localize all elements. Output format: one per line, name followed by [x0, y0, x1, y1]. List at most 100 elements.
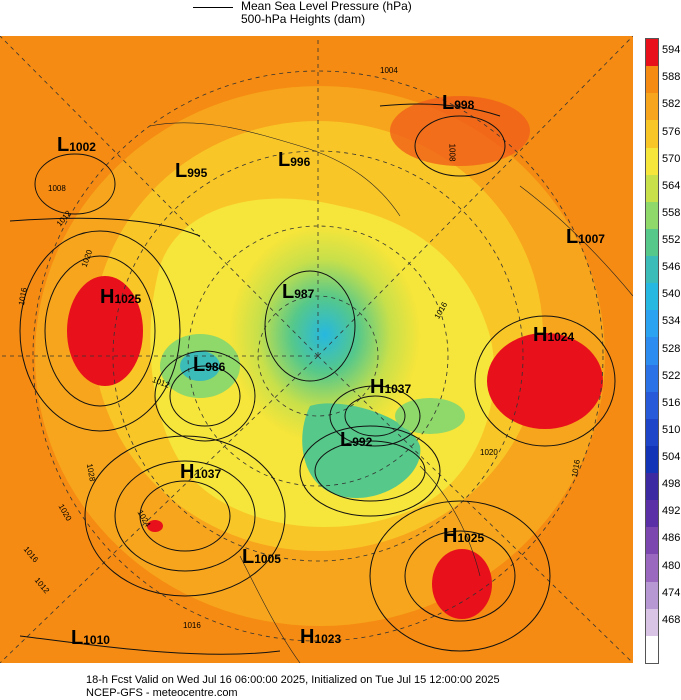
- graticule: [0, 36, 633, 663]
- center-l995: L995: [175, 160, 207, 183]
- footer-valid-time: 18-h Fcst Valid on Wed Jul 16 06:00:00 2…: [86, 674, 500, 686]
- colorbar-segment: [646, 174, 658, 203]
- isobar-label: 1008: [48, 184, 66, 193]
- center-type: L: [282, 281, 295, 303]
- coastlines: [149, 122, 633, 663]
- colorbar-level-label: 486: [662, 532, 681, 545]
- colorbar-level-label: 516: [662, 396, 681, 409]
- center-type: L: [442, 92, 455, 114]
- center-type: L: [71, 627, 84, 649]
- ridge-siberia: [487, 333, 603, 429]
- colorbar-segment: [646, 39, 658, 67]
- colorbar: [645, 38, 659, 664]
- center-type: L: [57, 134, 70, 156]
- center-type: H: [300, 626, 315, 648]
- isobars: [9, 103, 616, 655]
- isobar-label: 1008: [447, 143, 457, 162]
- colorbar-segment: [646, 527, 658, 555]
- center-h1025-atlantic: H1025: [443, 525, 484, 548]
- colorbar-segment: [646, 364, 658, 393]
- colorbar-segment: [646, 391, 658, 420]
- center-h1037-west: H1037: [180, 461, 221, 484]
- ridge-north: [390, 96, 530, 166]
- isobar-label: 1016: [183, 621, 201, 630]
- center-h1025-west: H1025: [100, 286, 141, 309]
- isobar-label: 1020: [480, 448, 498, 457]
- colorbar-level-label: 522: [662, 369, 681, 382]
- center-l998: L998: [442, 92, 474, 115]
- colorbar-level-label: 570: [662, 152, 681, 165]
- colorbar-segment: [646, 66, 658, 94]
- center-type: L: [242, 546, 255, 568]
- center-type: H: [180, 461, 195, 483]
- colorbar-level-label: 576: [662, 125, 681, 138]
- colorbar-level-label: 492: [662, 505, 681, 518]
- center-value: 1037: [384, 382, 412, 396]
- ridge-atlantic: [432, 549, 492, 619]
- center-h1024: H1024: [533, 324, 574, 347]
- center-value: 1002: [69, 140, 96, 154]
- center-l1007: L1007: [566, 226, 605, 249]
- height-legend-label: 500-hPa Heights (dam): [241, 12, 366, 26]
- chart-header: Mean Sea Level Pressure (hPa) 500-hPa He…: [0, 0, 681, 34]
- map-svg: [0, 36, 633, 663]
- colorbar-segment: [646, 500, 658, 528]
- colorbar-level-label: 588: [662, 71, 681, 84]
- center-l996: L996: [278, 149, 310, 172]
- center-h1023: H1023: [300, 626, 341, 649]
- center-value: 1025: [114, 292, 142, 306]
- colorbar-level-label: 474: [662, 586, 681, 599]
- mslp-legend-label: Mean Sea Level Pressure (hPa): [241, 0, 412, 13]
- trough-east: [302, 403, 421, 498]
- colorbar-level-label: 498: [662, 478, 681, 491]
- center-value: 1010: [83, 633, 110, 647]
- colorbar-segment: [646, 120, 658, 149]
- center-type: H: [100, 286, 115, 308]
- center-value: 1007: [578, 232, 605, 246]
- colorbar-level-label: 552: [662, 234, 681, 247]
- colorbar-level-label: 528: [662, 342, 681, 355]
- mslp-line-swatch: [193, 7, 233, 8]
- colorbar-level-label: 540: [662, 288, 681, 301]
- center-l1005: L1005: [242, 546, 281, 569]
- center-value: 1037: [194, 467, 222, 481]
- center-type: L: [340, 429, 353, 451]
- green-patch-east: [395, 398, 465, 434]
- colorbar-level-label: 558: [662, 206, 681, 219]
- center-type: L: [278, 149, 291, 171]
- center-value: 996: [290, 155, 311, 169]
- center-type: H: [370, 376, 385, 398]
- polar-vortex: [229, 226, 420, 443]
- center-l987: L987: [282, 281, 314, 304]
- center-value: 1025: [457, 531, 485, 545]
- colorbar-level-label: 468: [662, 613, 681, 626]
- colorbar-segment: [646, 445, 658, 474]
- colorbar-segment: [646, 310, 658, 338]
- colorbar-segment: [646, 93, 658, 121]
- isobar-label: 1004: [380, 66, 398, 75]
- colorbar-segment: [646, 337, 658, 366]
- colorbar-level-label: 510: [662, 423, 681, 436]
- center-value: 998: [454, 98, 475, 112]
- center-value: 995: [187, 166, 208, 180]
- colorbar-segment: [646, 418, 658, 447]
- weather-map: L1002 L995 L996 L998 L1007 H1025 L987 L9…: [0, 36, 633, 663]
- center-value: 987: [294, 287, 315, 301]
- colorbar-segment: [646, 473, 658, 501]
- center-h1037-east: H1037: [370, 376, 411, 399]
- colorbar-level-label: 546: [662, 261, 681, 274]
- colorbar-level-label: 534: [662, 315, 681, 328]
- center-type: H: [443, 525, 458, 547]
- colorbar-segment: [646, 554, 658, 583]
- center-value: 986: [205, 360, 226, 374]
- colorbar-level-label: 504: [662, 451, 681, 464]
- ridge-small: [147, 520, 163, 532]
- center-l1002: L1002: [57, 134, 96, 157]
- center-type: L: [193, 354, 206, 376]
- colorbar-level-label: 582: [662, 98, 681, 111]
- center-l986: L986: [193, 354, 225, 377]
- center-l992: L992: [340, 429, 372, 452]
- colorbar-segment: [646, 283, 658, 311]
- colorbar-segment: [646, 608, 658, 637]
- footer-source: NCEP-GFS - meteocentre.com: [86, 687, 238, 699]
